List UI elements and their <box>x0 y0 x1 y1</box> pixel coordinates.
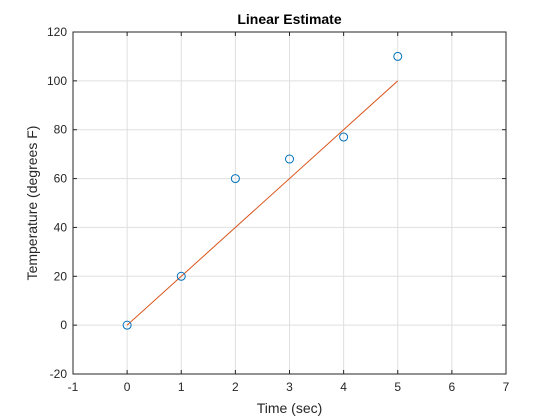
y-tick-label: 100 <box>47 74 67 88</box>
x-tick-label: 1 <box>178 380 185 394</box>
data-point <box>285 154 294 164</box>
x-tick-label: 3 <box>286 380 293 394</box>
y-tick-label: 40 <box>54 220 68 234</box>
y-tick-label: 80 <box>54 123 68 137</box>
x-tick-label: 5 <box>394 380 401 394</box>
x-tick-label: 4 <box>340 380 347 394</box>
ticks: -1 0 1 2 3 4 5 6 7 -20 0 20 40 60 80 100 120 <box>47 25 510 394</box>
x-tick-label: 6 <box>449 380 456 394</box>
y-axis-title: Temperature (degrees F) <box>24 126 40 281</box>
y-tick-label: 0 <box>60 318 67 332</box>
fit-line <box>126 80 399 326</box>
data-point <box>176 271 186 281</box>
data-point <box>393 51 403 61</box>
x-tick-label: 0 <box>124 380 131 394</box>
chart-title: Linear Estimate <box>237 11 341 27</box>
data-point <box>122 320 132 330</box>
data-point <box>230 174 240 184</box>
x-axis-title: Time (sec) <box>257 400 323 416</box>
y-tick-label: 20 <box>54 269 68 283</box>
x-tick-label: 2 <box>232 380 239 394</box>
y-tick-label: 120 <box>47 25 67 39</box>
x-tick-label: 7 <box>503 380 510 394</box>
data-layer <box>122 51 403 330</box>
x-tick-label: -1 <box>68 380 79 394</box>
y-tick-label: -20 <box>50 367 68 381</box>
y-tick-label: 60 <box>54 172 68 186</box>
data-point <box>339 132 349 142</box>
